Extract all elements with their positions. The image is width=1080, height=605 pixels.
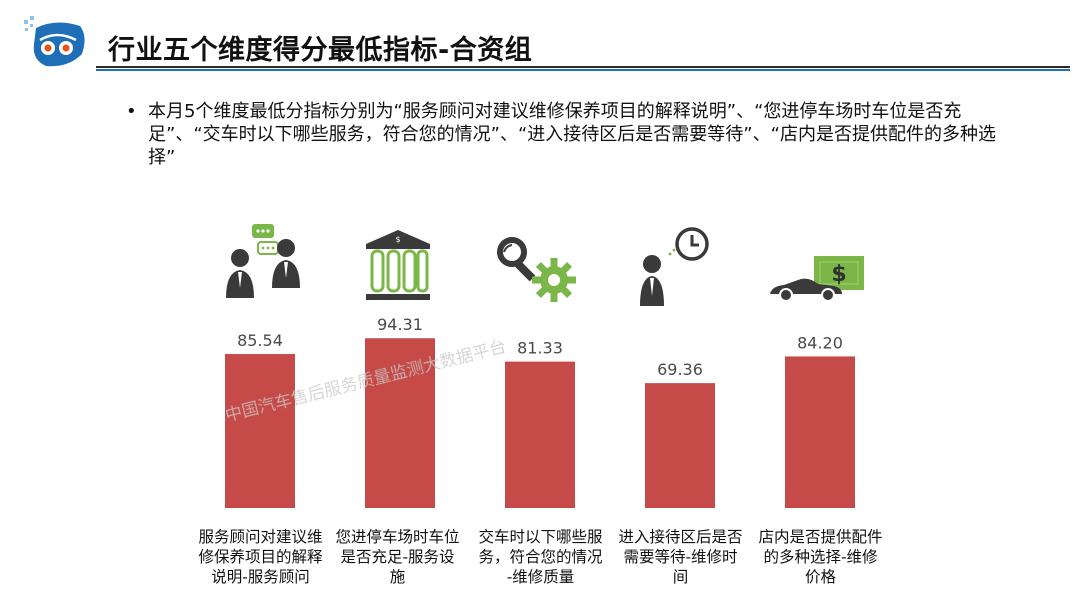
bar-4 [645,383,715,508]
brand-logo [24,16,85,67]
category-label-line: -维修质量 [506,568,575,586]
svg-text:$: $ [831,262,846,287]
category-label-line: 需要等待-维修时 [623,548,738,566]
value-label-2: 94.31 [377,315,423,334]
consultant-chat-icon [226,224,300,298]
value-label-1: 85.54 [237,331,283,350]
category-label-line: 施 [389,568,406,586]
title-underline-accent [96,69,1070,71]
bar-5 [785,356,855,508]
value-label-4: 69.36 [657,360,703,379]
title-underline [96,66,1070,68]
category-label-line: 是否充足-服务设 [340,548,455,566]
category-label-3: 交车时以下哪些服 务，符合您的情况 -维修质量 [468,527,613,587]
category-label-line: 店内是否提供配件 [758,528,883,546]
category-label-line: 说明-服务顾问 [211,568,310,586]
svg-text:$: $ [395,235,400,244]
page-title: 行业五个维度得分最低指标-合资组 [108,35,533,66]
category-label-line: 交车时以下哪些服 [478,528,603,546]
value-label-5: 84.20 [797,333,843,352]
bank-building-icon: $ [366,230,430,300]
person-clock-icon [640,227,709,306]
category-label-line: 您进停车场时车位 [335,528,460,546]
category-label-4: 进入接待区后是否 需要等待-维修时 间 [608,527,753,587]
car-dollar-icon: $ [770,256,864,302]
bar-2 [365,338,435,508]
category-label-line: 进入接待区后是否 [618,528,743,546]
value-label-3: 81.33 [517,339,563,358]
bar-3 [505,361,575,508]
category-label-line: 间 [672,568,689,586]
category-label-line: 价格 [804,568,836,586]
category-label-line: 修保养项目的解释 [198,548,323,566]
summary-paragraph: • 本月5个维度最低分指标分别为“服务顾问对建议维修保养项目的解释说明”、“您进… [126,100,1006,169]
bar-1 [225,354,295,508]
category-label-2: 您进停车场时车位 是否充足-服务设 施 [325,527,470,587]
category-label-1: 服务顾问对建议维 修保养项目的解释 说明-服务顾问 [188,527,333,587]
category-label-5: 店内是否提供配件 的多种选择-维修 价格 [748,527,893,587]
summary-text: 本月5个维度最低分指标分别为“服务顾问对建议维修保养项目的解释说明”、“您进停车… [148,101,996,168]
category-label-line: 务，符合您的情况 [478,548,603,566]
bullet-marker: • [126,101,137,122]
category-label-line: 的多种选择-维修 [763,548,878,566]
magnifier-gear-icon [497,237,576,302]
category-label-line: 服务顾问对建议维 [198,528,323,546]
